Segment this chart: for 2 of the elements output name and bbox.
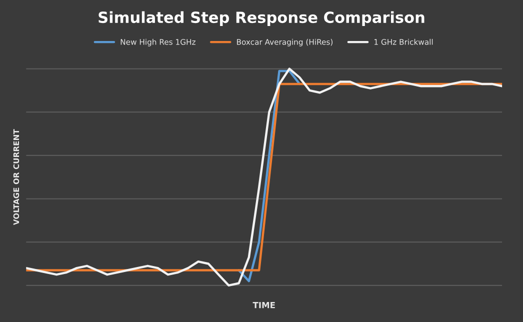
chart-title: Simulated Step Response Comparison	[98, 11, 424, 26]
x-axis-title: TIME	[252, 302, 275, 308]
